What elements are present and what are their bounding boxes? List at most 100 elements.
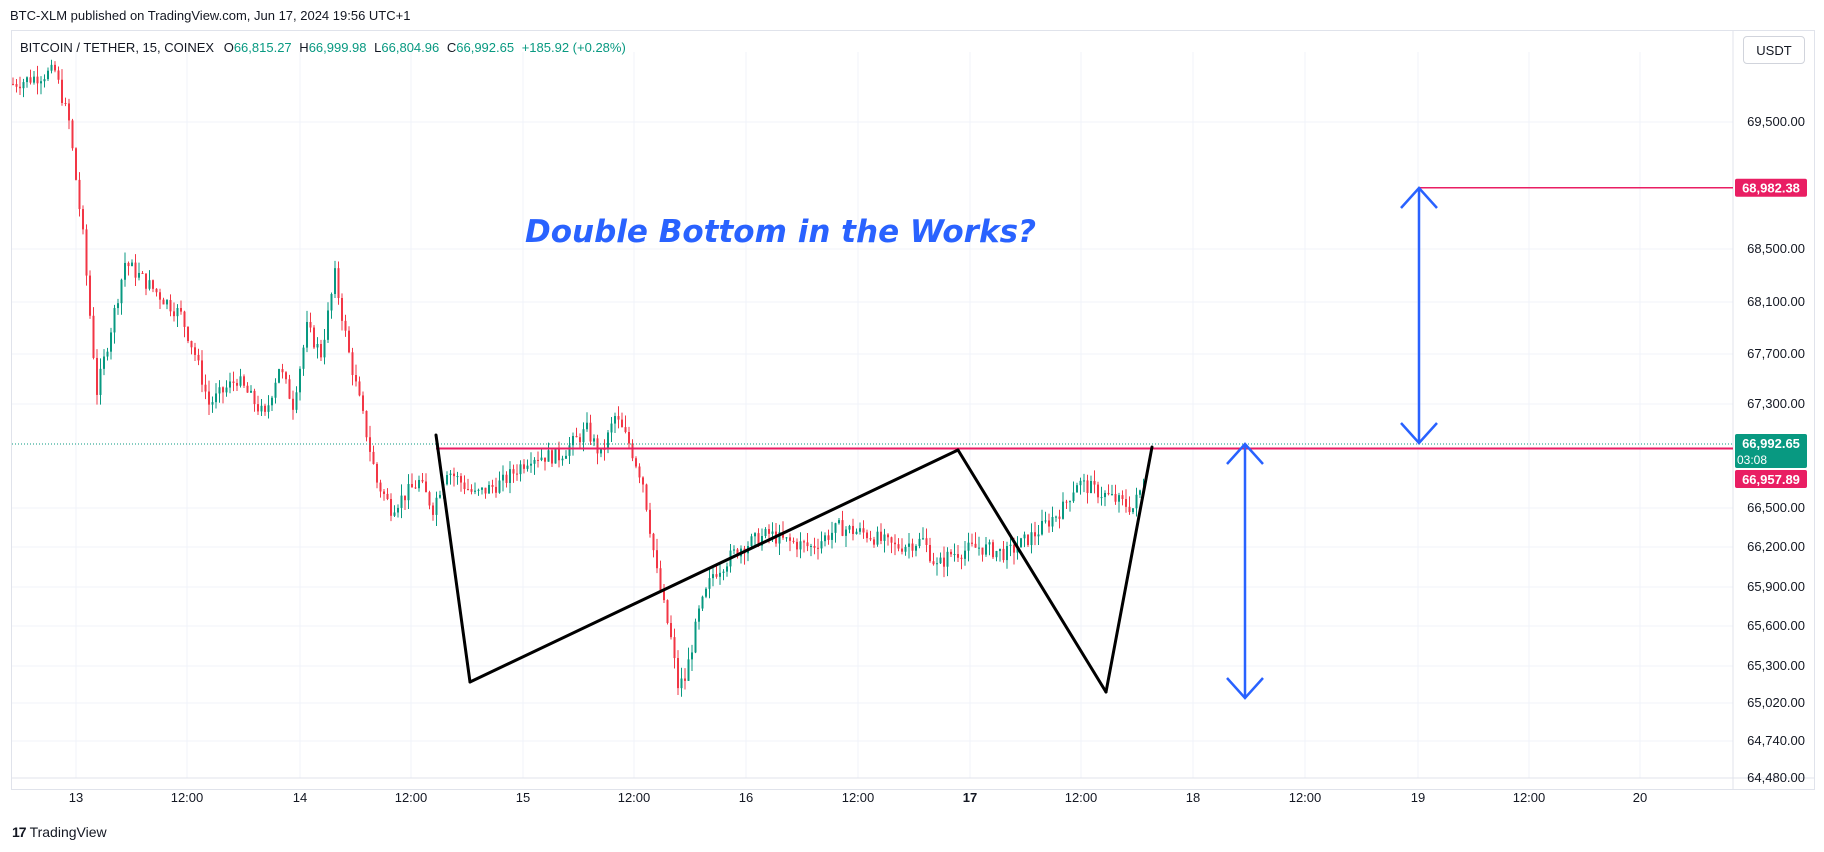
candle-body-26 (103, 356, 105, 369)
candle-body-136 (488, 484, 490, 494)
candle-body-236 (838, 520, 840, 524)
candle-body-227 (806, 542, 809, 547)
candle-body-215 (764, 529, 767, 537)
candle-body-316 (1118, 495, 1120, 502)
candle-body-142 (509, 469, 511, 483)
candle-body-299 (1058, 516, 1061, 519)
candle-body-252 (894, 542, 896, 545)
candle-body-245 (869, 538, 872, 540)
candle-body-223 (792, 540, 795, 542)
current-price-badge-text: 66,992.65 (1742, 436, 1800, 451)
candle-body-70 (257, 404, 259, 412)
pattern-segment-0 (434, 433, 472, 684)
candle-body-127 (456, 476, 459, 478)
countdown-text: 03:08 (1737, 453, 1767, 467)
candle-body-20 (82, 209, 84, 230)
candle-body-289 (1023, 534, 1026, 539)
candle-body-38 (145, 273, 147, 289)
candle-body-27 (106, 351, 109, 357)
candle-body-231 (820, 541, 823, 549)
candle-body-130 (467, 489, 469, 491)
high-value: 66,999.98 (308, 40, 367, 55)
candle-body-45 (169, 300, 172, 312)
candle-body-156 (558, 448, 560, 461)
candle-body-187 (666, 600, 669, 624)
candle-body-195 (694, 621, 697, 653)
candle-body-24 (96, 357, 98, 395)
candle-body-282 (999, 548, 1001, 552)
candle-body-308 (1090, 480, 1092, 494)
candle-body-261 (925, 538, 928, 545)
candle-body-247 (876, 531, 879, 545)
candle-body-295 (1044, 520, 1047, 522)
candle-body-310 (1097, 484, 1099, 498)
candle-body-34 (131, 262, 133, 267)
candle-body-174 (621, 419, 623, 428)
candle-body-225 (799, 541, 802, 550)
candle-body-196 (698, 608, 700, 622)
candle-body-183 (652, 533, 655, 551)
candle-body-29 (113, 308, 116, 333)
candle-body-7 (36, 76, 39, 84)
candle-body-172 (614, 416, 616, 424)
target-price-badge-bg (1735, 178, 1807, 197)
candle-body-152 (544, 457, 546, 462)
pattern-segment-1 (468, 448, 960, 684)
candle-body-122 (439, 494, 441, 498)
candle-body-166 (593, 438, 595, 442)
candle-body-6 (33, 76, 35, 83)
candle-body-61 (225, 387, 228, 393)
candle-body-97 (351, 352, 354, 376)
candle-body-13 (57, 70, 60, 80)
candle-body-132 (474, 490, 476, 492)
candle-body-79 (288, 379, 291, 399)
candle-body-309 (1093, 480, 1096, 485)
candle-body-179 (638, 466, 641, 478)
candle-body-213 (757, 533, 760, 546)
candle-body-194 (691, 652, 693, 660)
candle-body-121 (435, 497, 438, 515)
x-tick-label-4: 15 (516, 790, 530, 805)
candle-body-255 (904, 546, 907, 552)
pattern-segment-3 (1104, 445, 1154, 694)
candle-body-160 (572, 435, 574, 446)
candle-body-173 (617, 416, 620, 420)
x-tick-label-2: 14 (293, 790, 307, 805)
candle-body-28 (110, 332, 112, 352)
candle-body-259 (918, 538, 921, 547)
measure-arrow-depth-head-top (1226, 442, 1264, 465)
candle-body-226 (803, 541, 805, 543)
candle-body-284 (1006, 546, 1008, 561)
candle-body-31 (120, 279, 123, 304)
tradingview-watermark[interactable]: 17 TradingView (12, 824, 107, 840)
candle-body-171 (610, 423, 613, 433)
candle-body-322 (1139, 490, 1141, 495)
candle-body-292 (1034, 532, 1036, 537)
candle-body-128 (460, 476, 462, 483)
candle-body-51 (190, 341, 193, 348)
candle-body-8 (40, 81, 42, 84)
candle-body-75 (274, 382, 277, 398)
candle-body-199 (708, 578, 711, 589)
candle-body-271 (960, 557, 963, 559)
watermark-text: TradingView (29, 824, 107, 840)
candle-body-303 (1072, 492, 1075, 502)
annotation-text[interactable]: Double Bottom in the Works? (525, 214, 1037, 250)
candle-body-5 (29, 77, 32, 83)
candle-body-69 (253, 390, 256, 405)
candle-body-256 (908, 543, 910, 547)
candle-body-64 (236, 382, 238, 386)
candle-body-1 (15, 84, 18, 87)
candle-body-281 (995, 551, 998, 558)
candle-body-19 (78, 179, 81, 210)
candle-body-234 (831, 532, 833, 540)
x-tick-label-6: 16 (739, 790, 753, 805)
chart-frame[interactable] (11, 30, 1815, 790)
candle-body-71 (260, 405, 263, 412)
candle-body-116 (418, 479, 420, 489)
currency-button[interactable]: USDT (1743, 36, 1805, 64)
y-tick-label-9: 65,300.00 (1747, 658, 1805, 673)
candle-body-197 (701, 596, 704, 609)
candle-body-207 (736, 549, 739, 557)
